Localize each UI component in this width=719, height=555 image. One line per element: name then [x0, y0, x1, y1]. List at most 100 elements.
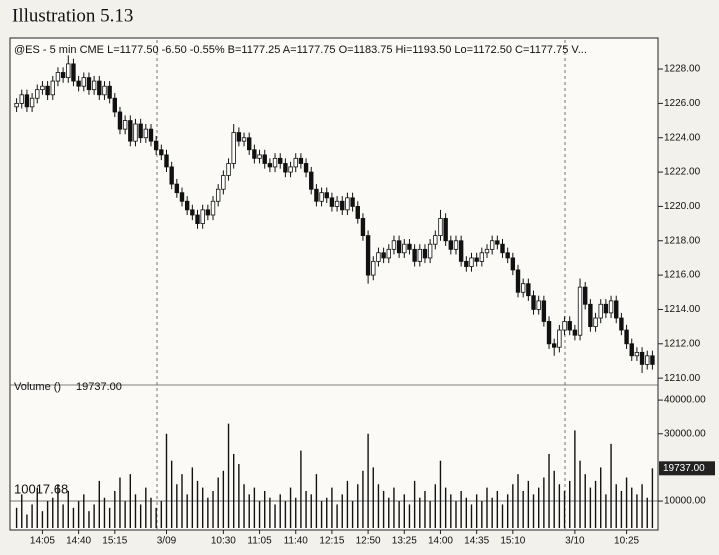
volume-bar	[527, 480, 530, 528]
volume-bar	[222, 470, 225, 528]
candle-body	[422, 248, 428, 259]
chart-subtitle: @ES - 5 min CME L=1177.50 -6.50 -0.55% B…	[14, 44, 587, 56]
volume-bar	[413, 480, 416, 528]
candle-body	[443, 218, 448, 242]
volume-bar	[403, 494, 405, 528]
candle-body	[588, 303, 593, 328]
volume-bar	[424, 490, 426, 528]
candle-body	[319, 192, 324, 202]
volume-bar	[165, 433, 168, 528]
candle-body	[200, 209, 205, 224]
volume-bar	[563, 490, 566, 528]
candle-body	[433, 235, 438, 245]
volume-bar	[186, 494, 188, 528]
x-tick-label: 10:30	[211, 536, 236, 547]
volume-bar	[315, 474, 318, 528]
last-volume-box	[659, 461, 715, 476]
volume-bar	[465, 497, 468, 528]
candle-body	[257, 154, 262, 159]
candle-body	[583, 286, 588, 305]
volume-bar	[72, 507, 75, 528]
y-tick-label: 1214.00	[664, 304, 701, 315]
volume-bar	[217, 477, 219, 528]
candle-body	[117, 111, 123, 130]
candle-body	[19, 94, 24, 104]
volume-bar	[506, 494, 509, 528]
volume-bar	[289, 487, 292, 528]
candle-body	[174, 183, 180, 194]
candle-body	[438, 218, 443, 237]
y-tick-label: 1216.00	[664, 270, 701, 281]
candle-body	[417, 248, 422, 262]
candle-body	[376, 252, 381, 262]
volume-bar	[253, 487, 256, 528]
candle-body	[495, 240, 500, 245]
candle-body	[557, 329, 562, 348]
volume-bar	[398, 501, 400, 528]
volume-bar	[201, 487, 204, 528]
candle-body	[551, 343, 557, 348]
candle-body	[164, 154, 169, 168]
volume-bar	[274, 504, 276, 528]
candle-body	[29, 97, 35, 108]
volume-bar	[26, 514, 28, 528]
volume-bar	[264, 490, 266, 528]
candle-body	[598, 303, 603, 319]
volume-bar	[36, 487, 38, 528]
chart-frame	[9, 37, 659, 531]
volume-bar	[475, 494, 478, 528]
volume-bar	[408, 504, 411, 528]
candle-body	[40, 85, 45, 91]
x-tick-label: 15:15	[102, 536, 127, 547]
last-volume-label: 19737.00	[663, 463, 705, 474]
volume-bar	[496, 490, 499, 528]
candle-body	[112, 97, 118, 113]
volume-bar	[52, 497, 54, 528]
volume-bar	[651, 468, 654, 528]
y-tick-label: 1224.00	[664, 132, 701, 143]
candle-body	[577, 286, 583, 336]
candle-body	[205, 209, 211, 216]
y-tick-label: 1228.00	[664, 64, 701, 75]
candle-body	[634, 351, 640, 357]
y-tick-label: 1222.00	[664, 167, 701, 178]
volume-bar	[594, 480, 597, 528]
x-tick-label: 10:25	[614, 536, 639, 547]
candle-body	[520, 283, 526, 293]
candle-body	[252, 149, 257, 159]
volume-bar	[103, 497, 106, 528]
candle-body	[288, 166, 293, 173]
candle-body	[340, 200, 345, 211]
candle-body	[66, 63, 71, 79]
volume-bar	[57, 484, 59, 528]
candle-body	[650, 355, 655, 365]
volume-bar	[124, 501, 126, 528]
volume-bar	[46, 501, 49, 528]
volume-bar	[625, 477, 628, 528]
volume-bar	[243, 484, 245, 528]
volume-bar	[62, 504, 64, 528]
volume-title: Volume ()	[14, 381, 61, 393]
volume-bar	[351, 501, 354, 528]
candle-body	[91, 80, 97, 91]
volume-tick-label: 30000.00	[664, 428, 706, 439]
candle-body	[241, 137, 247, 142]
volume-bar	[238, 464, 240, 528]
x-tick-label: 15:10	[500, 536, 525, 547]
candle-body	[355, 206, 360, 219]
candle-body	[303, 163, 309, 173]
volume-bar	[636, 494, 638, 528]
x-tick-label: 11:40	[284, 536, 309, 547]
volume-bar	[207, 497, 209, 528]
candle-body	[531, 295, 536, 310]
volume-bar	[134, 494, 137, 528]
candle-body	[484, 248, 490, 254]
volume-bar	[481, 501, 483, 528]
candle-body	[639, 351, 645, 365]
candle-body	[614, 300, 619, 319]
volume-bar	[341, 494, 343, 528]
candle-body	[226, 163, 231, 176]
volume-bar	[382, 490, 385, 528]
candle-body	[572, 329, 578, 336]
volume-bar	[434, 484, 437, 528]
